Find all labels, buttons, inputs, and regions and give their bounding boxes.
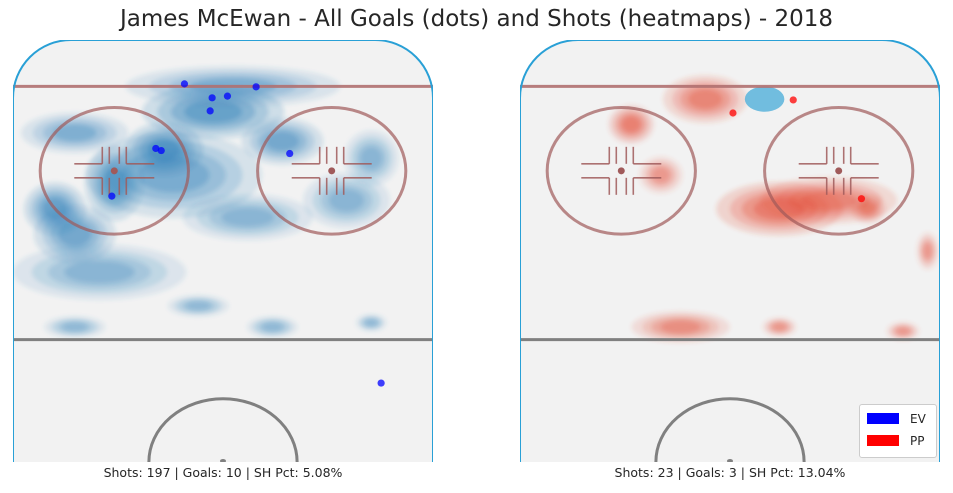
faceoff-dot-0 (111, 167, 118, 174)
heat-blob-8-3 (896, 327, 909, 335)
rink-pp (520, 40, 940, 462)
heat-blob-7-3 (773, 323, 787, 331)
faceoff-dot-0 (618, 167, 625, 174)
legend-label-ev: EV (910, 411, 926, 427)
goal-dot-6 (158, 147, 165, 154)
legend-swatch-pp (867, 435, 899, 446)
legend-swatch-ev (867, 413, 899, 424)
goal-dot-7 (286, 150, 293, 157)
goal-dot-4 (253, 83, 260, 90)
heat-blob-14-3 (262, 323, 283, 332)
chart-title: James McEwan - All Goals (dots) and Shot… (0, 6, 953, 32)
heat-blob-13-3 (186, 301, 211, 310)
goal-dot-0 (729, 109, 736, 116)
faceoff-dot-1 (328, 167, 335, 174)
heat-blob-5-3 (923, 243, 932, 258)
goal-dot-9 (378, 379, 385, 386)
caption-ev: Shots: 197 | Goals: 10 | SH Pct: 5.08% (13, 465, 433, 480)
goal-dot-2 (207, 107, 214, 114)
goal-dot-2 (858, 195, 865, 202)
faceoff-dot-1 (835, 167, 842, 174)
goal-dot-8 (108, 193, 115, 200)
goal-dot-3 (224, 93, 231, 100)
legend-label-pp: PP (910, 433, 924, 449)
legend: EV PP (859, 404, 937, 458)
heat-blob-4-3 (861, 203, 876, 215)
heat-blob-9-3 (221, 208, 274, 227)
rink-ev (13, 40, 433, 462)
heat-blob-15-3 (365, 319, 377, 326)
heat-blob-12-3 (62, 323, 87, 332)
heat-blob-10-3 (329, 189, 364, 212)
ev-heat-blob (745, 86, 785, 111)
heat-blob-9-3 (652, 168, 670, 183)
heat-blob-6-3 (661, 321, 701, 334)
caption-pp: Shots: 23 | Goals: 3 | SH Pct: 13.04% (520, 465, 940, 480)
goal-dot-1 (790, 96, 797, 103)
heat-blob-1-3 (688, 89, 722, 108)
goal-dot-1 (209, 94, 216, 101)
heat-blob-11-3 (64, 261, 134, 284)
heat-blob-3-3 (801, 191, 857, 210)
heat-blob-0-3 (622, 117, 640, 133)
heat-blob-16-3 (360, 147, 382, 170)
goal-dot-0 (181, 80, 188, 87)
heat-blob-8-3 (138, 158, 210, 193)
